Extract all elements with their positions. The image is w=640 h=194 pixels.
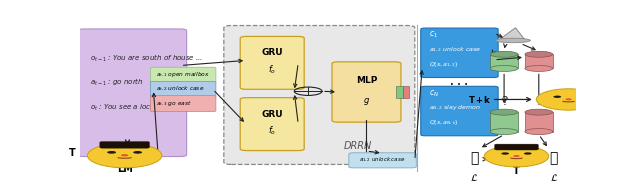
Circle shape	[121, 154, 129, 156]
Text: $a_{1,2}$ unlock case: $a_{1,2}$ unlock case	[429, 46, 481, 54]
Text: $Q(s, a_{N,k})$: $Q(s, a_{N,k})$	[429, 119, 458, 127]
Ellipse shape	[88, 143, 162, 168]
Ellipse shape	[495, 38, 531, 43]
FancyBboxPatch shape	[420, 28, 498, 78]
Circle shape	[133, 151, 142, 154]
Ellipse shape	[525, 66, 553, 71]
Circle shape	[513, 155, 520, 157]
Text: 👎: 👎	[550, 151, 558, 165]
Polygon shape	[525, 112, 553, 132]
Text: ?: ?	[500, 95, 508, 108]
Text: T: T	[69, 148, 76, 158]
Ellipse shape	[490, 51, 518, 57]
Ellipse shape	[525, 51, 553, 57]
Circle shape	[565, 98, 572, 100]
Ellipse shape	[525, 109, 553, 115]
Text: $c_N$: $c_N$	[429, 88, 439, 99]
Text: $a_{t,1}$ open mailbox: $a_{t,1}$ open mailbox	[156, 71, 211, 79]
Circle shape	[107, 151, 116, 154]
Ellipse shape	[490, 66, 518, 71]
Text: DRRN: DRRN	[344, 141, 372, 151]
Text: $o_{t-1}$ : You are south of house ...: $o_{t-1}$ : You are south of house ...	[90, 52, 203, 64]
Text: $f_o$: $f_o$	[268, 64, 276, 76]
Text: $\mathcal{L}$: $\mathcal{L}$	[470, 172, 479, 183]
FancyBboxPatch shape	[78, 29, 187, 157]
Circle shape	[576, 96, 584, 98]
Circle shape	[554, 96, 561, 98]
Text: $\mathcal{L}$: $\mathcal{L}$	[550, 172, 558, 183]
Text: . . .: . . .	[451, 77, 468, 87]
Bar	[396, 86, 403, 98]
Text: $a_{t,2}$ unlock case: $a_{t,2}$ unlock case	[156, 85, 205, 94]
FancyBboxPatch shape	[495, 144, 538, 150]
FancyBboxPatch shape	[150, 67, 216, 83]
Ellipse shape	[525, 129, 553, 135]
Text: $f_o$: $f_o$	[268, 125, 276, 138]
Text: $o_t$ : You see a locked case ...: $o_t$ : You see a locked case ...	[90, 102, 191, 113]
Text: GRU: GRU	[261, 110, 283, 119]
Text: $c_1$: $c_1$	[429, 30, 438, 40]
Ellipse shape	[484, 146, 548, 167]
Ellipse shape	[490, 129, 518, 135]
FancyBboxPatch shape	[420, 86, 498, 136]
FancyBboxPatch shape	[150, 96, 216, 112]
Ellipse shape	[490, 109, 518, 115]
Polygon shape	[490, 112, 518, 132]
Polygon shape	[498, 28, 525, 41]
Circle shape	[524, 152, 532, 155]
Text: $a_{t-1}$ : go north: $a_{t-1}$ : go north	[90, 77, 143, 88]
Text: $g$: $g$	[363, 96, 370, 107]
Text: $a_{1,2}$ unlock case: $a_{1,2}$ unlock case	[360, 156, 406, 165]
Polygon shape	[490, 54, 518, 68]
FancyBboxPatch shape	[100, 142, 150, 148]
Text: $\mathbf{T+k}$: $\mathbf{T+k}$	[468, 94, 492, 105]
FancyBboxPatch shape	[332, 62, 401, 122]
Circle shape	[501, 152, 509, 155]
Text: $Q(s, a_{1,2})$: $Q(s, a_{1,2})$	[429, 61, 458, 69]
FancyBboxPatch shape	[150, 81, 216, 97]
Text: $a_{t,3}$ go east: $a_{t,3}$ go east	[156, 99, 192, 108]
Text: T: T	[513, 166, 520, 176]
Bar	[403, 86, 410, 98]
Text: MLP: MLP	[356, 76, 377, 86]
Text: GRU: GRU	[261, 48, 283, 57]
FancyBboxPatch shape	[240, 36, 304, 89]
Text: ?: ?	[536, 95, 542, 108]
Text: LM: LM	[116, 164, 132, 174]
Ellipse shape	[536, 89, 601, 110]
FancyBboxPatch shape	[224, 26, 415, 165]
FancyBboxPatch shape	[349, 153, 416, 168]
FancyBboxPatch shape	[240, 98, 304, 151]
Text: $a_{N,2}$ slay demon: $a_{N,2}$ slay demon	[429, 104, 481, 112]
Polygon shape	[525, 54, 553, 68]
Text: 👍: 👍	[470, 151, 479, 165]
